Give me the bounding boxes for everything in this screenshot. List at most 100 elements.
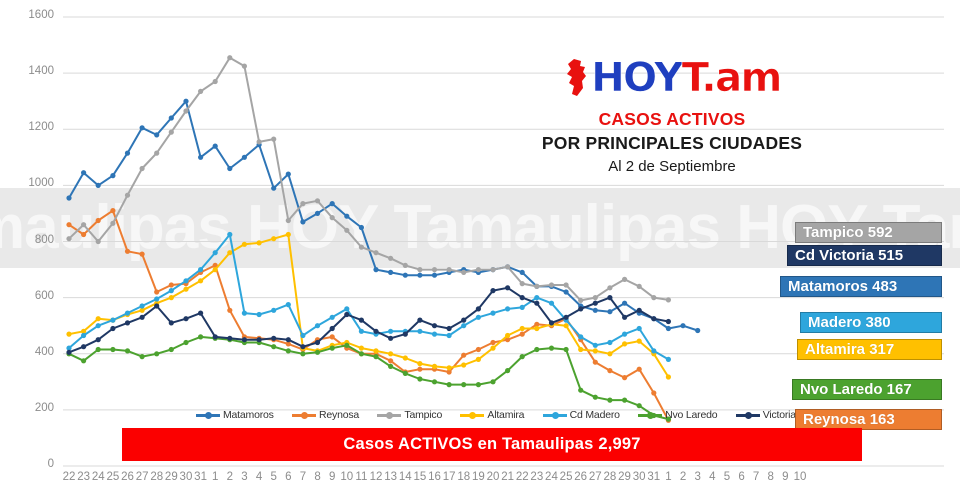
data-point — [271, 307, 277, 313]
data-point — [665, 356, 672, 362]
subtitle-fecha: Al 2 de Septiembre — [608, 158, 736, 175]
legend-item-victoria[interactable]: Victoria — [735, 409, 796, 421]
x-axis-tick-label: 11 — [355, 471, 368, 483]
data-point — [548, 320, 555, 326]
y-axis-tick-label: 200 — [34, 401, 54, 414]
data-point — [431, 363, 438, 369]
data-point — [66, 349, 72, 355]
chart-series-layer — [66, 55, 701, 423]
data-point — [388, 269, 394, 275]
data-point — [592, 342, 598, 348]
x-axis-tick-label: 7 — [752, 471, 760, 483]
data-point — [183, 108, 189, 114]
data-point — [285, 171, 291, 177]
legend-item-altamira[interactable]: Altamira — [460, 409, 525, 421]
legend-item-nvo-laredo[interactable]: Nvo Laredo — [638, 409, 718, 421]
data-point — [651, 348, 657, 354]
value-chip-nvo-laredo: Nvo Laredo 167 — [792, 379, 942, 400]
data-point — [505, 264, 511, 270]
data-point — [95, 316, 101, 322]
series-line-tampico — [68, 56, 670, 302]
data-point — [665, 416, 672, 422]
x-axis-tick-label: 18 — [457, 471, 471, 483]
data-point — [154, 289, 160, 295]
legend-label: Victoria — [762, 409, 796, 421]
total-cases-text: Casos ACTIVOS en Tamaulipas 2,997 — [343, 435, 641, 453]
data-point — [300, 344, 306, 350]
data-point — [490, 345, 496, 351]
x-axis-tick-label: 27 — [135, 471, 149, 483]
x-axis-tick-label: 9 — [782, 471, 789, 483]
data-point — [563, 282, 569, 288]
data-point — [475, 306, 481, 312]
data-point — [314, 339, 321, 346]
data-point — [212, 267, 218, 273]
data-point — [622, 276, 628, 282]
data-point — [241, 310, 247, 316]
data-point — [198, 278, 204, 284]
data-point — [417, 361, 423, 367]
data-point — [402, 262, 408, 268]
data-point — [154, 132, 160, 138]
data-point — [680, 323, 686, 329]
data-point — [154, 303, 160, 309]
data-point — [475, 356, 481, 362]
x-axis-tick-label: 20 — [486, 471, 500, 483]
legend-item-tampico[interactable]: Tampico — [377, 409, 442, 421]
data-point — [358, 317, 364, 323]
data-point — [461, 362, 467, 368]
data-point — [95, 182, 101, 188]
legend-item-matamoros[interactable]: Matamoros — [196, 409, 274, 421]
x-axis-tick-label: 2 — [226, 471, 234, 483]
data-point — [388, 358, 394, 364]
data-point — [519, 269, 525, 275]
data-point — [212, 250, 218, 256]
data-point — [417, 376, 423, 382]
data-point — [534, 325, 540, 332]
data-point — [446, 332, 452, 339]
data-point — [622, 314, 628, 320]
data-point — [446, 325, 452, 332]
data-point — [417, 272, 423, 278]
data-point — [592, 307, 598, 313]
data-point — [695, 327, 701, 334]
data-point — [95, 217, 101, 224]
data-point — [227, 307, 233, 313]
data-point — [271, 344, 277, 350]
data-point — [285, 348, 291, 354]
legend-marker-icon — [377, 410, 402, 420]
legend-item-reynosa[interactable]: Reynosa — [292, 409, 359, 421]
x-axis-tick-label: 6 — [285, 471, 292, 483]
x-axis-tick-label: 25 — [559, 471, 573, 483]
data-point — [431, 323, 438, 329]
data-point — [285, 341, 291, 347]
x-axis-tick-label: 26 — [121, 471, 134, 483]
legend-item-cd-madero[interactable]: Cd Madero — [542, 409, 620, 421]
data-point — [622, 375, 628, 381]
data-point — [168, 320, 174, 326]
data-point — [314, 323, 321, 329]
data-point — [329, 201, 335, 207]
x-axis-tick-label: 3 — [694, 471, 701, 483]
data-point — [373, 328, 379, 334]
data-point — [519, 304, 525, 310]
data-point — [490, 339, 496, 346]
data-point — [388, 328, 394, 334]
data-point — [227, 165, 233, 172]
data-point — [651, 295, 657, 301]
data-point — [139, 307, 145, 313]
x-axis-tick-label: 23 — [77, 471, 90, 483]
data-point — [271, 136, 277, 142]
data-point — [534, 321, 540, 327]
x-axis-tick-label: 22 — [515, 471, 529, 483]
data-point — [578, 334, 584, 340]
data-point — [461, 323, 467, 329]
data-point — [417, 317, 423, 323]
data-point — [66, 195, 72, 201]
data-point — [66, 345, 72, 351]
data-point — [256, 337, 262, 343]
data-point — [578, 297, 584, 303]
legend-marker-icon — [460, 410, 485, 420]
x-axis-tick-label: 29 — [618, 471, 631, 483]
data-point — [665, 374, 672, 380]
